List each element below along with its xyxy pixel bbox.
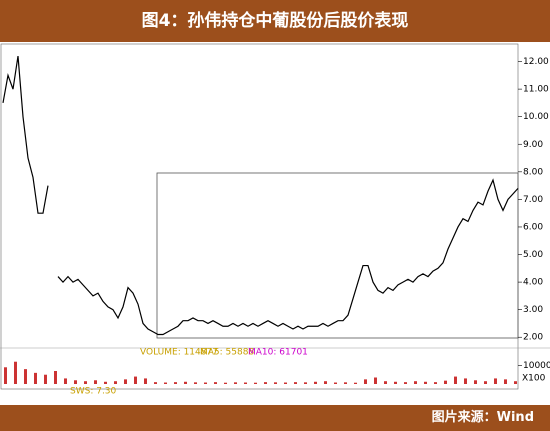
volume-bar — [464, 378, 467, 384]
volume-bar — [114, 381, 117, 384]
header: 图4：孙伟持仓中葡股份后股价表现 — [0, 0, 550, 42]
volume-bar — [74, 380, 77, 384]
volume-bar — [214, 382, 217, 384]
volume-bar — [24, 369, 27, 384]
volume-bar — [64, 378, 67, 384]
volume-bar — [314, 381, 317, 384]
volume-bar — [514, 381, 517, 384]
y-tick-label: 11.00 — [523, 85, 549, 95]
volume-bar — [484, 381, 487, 384]
annotation: VOLUME: 114877 — [140, 348, 218, 358]
annotation: X100 — [522, 374, 546, 384]
volume-bar — [284, 382, 287, 384]
volume-bar — [244, 382, 247, 384]
volume-bar — [274, 382, 277, 384]
volume-bar — [144, 378, 147, 384]
annotation: SWS: 7.30 — [70, 387, 117, 397]
volume-bar — [4, 367, 7, 384]
y-tick-label: 10.00 — [523, 112, 549, 122]
volume-bar — [424, 381, 427, 384]
y-tick-label: 10000 — [523, 361, 550, 371]
volume-bar — [164, 382, 167, 384]
volume-bar — [384, 381, 387, 384]
annotation: MA5: 55888 — [200, 348, 254, 358]
volume-bar — [234, 382, 237, 384]
chart: 2.00 3.00 4.00 5.00 6.00 7.00 8.00 9.00 10.00 11.… — [0, 43, 550, 397]
volume-bar — [84, 381, 87, 384]
volume-bar — [224, 382, 227, 384]
volume-bar — [54, 371, 57, 384]
y-tick-label: 7.00 — [523, 195, 543, 205]
volume-bar — [474, 380, 477, 384]
volume-bar — [454, 376, 457, 384]
y-tick-label: 12.00 — [523, 57, 549, 67]
volume-bar — [44, 374, 47, 384]
y-tick-label: 6.00 — [523, 222, 543, 232]
y-tick-label: 2.00 — [523, 333, 543, 343]
source: 图片来源：Wind — [431, 410, 534, 425]
volume-bar — [34, 372, 37, 384]
volume-bar — [104, 381, 107, 384]
y-tick-label: 9.00 — [523, 140, 543, 150]
y-tick-label: 5.00 — [523, 250, 543, 260]
plot-frame — [0, 43, 519, 390]
footer: 图片来源：Wind — [0, 405, 550, 431]
volume-bar — [334, 382, 337, 384]
volume-bar — [14, 361, 17, 384]
volume-bar — [194, 382, 197, 384]
price-line — [2, 55, 519, 336]
volume-bar — [374, 377, 377, 384]
volume-bar — [354, 382, 357, 384]
volume-bar — [414, 381, 417, 384]
volume-bar — [204, 382, 207, 384]
volume-bar — [134, 376, 137, 384]
volume-bar — [394, 381, 397, 384]
volume-bar — [294, 382, 297, 384]
volume-bar — [94, 380, 97, 384]
highlight-box — [156, 172, 519, 339]
y-tick-label: 3.00 — [523, 305, 543, 315]
volume-bar — [304, 382, 307, 384]
y-tick-label: 4.00 — [523, 278, 543, 288]
volume-bar — [254, 382, 257, 384]
volume-bar — [504, 379, 507, 384]
volume-bar — [154, 382, 157, 384]
volume-bar — [184, 381, 187, 384]
volume-bar — [494, 378, 497, 384]
volume-bar — [364, 379, 367, 384]
volume-bar — [344, 382, 347, 384]
volume-bar — [124, 379, 127, 384]
y-tick-label: 8.00 — [523, 167, 543, 177]
annotation: MA10: 61701 — [248, 348, 308, 358]
volume-bar — [404, 382, 407, 384]
volume-bar — [174, 382, 177, 384]
volume-bar — [434, 382, 437, 384]
volume-bar — [444, 380, 447, 384]
volume-bar — [264, 382, 267, 384]
volume-bar — [324, 381, 327, 384]
